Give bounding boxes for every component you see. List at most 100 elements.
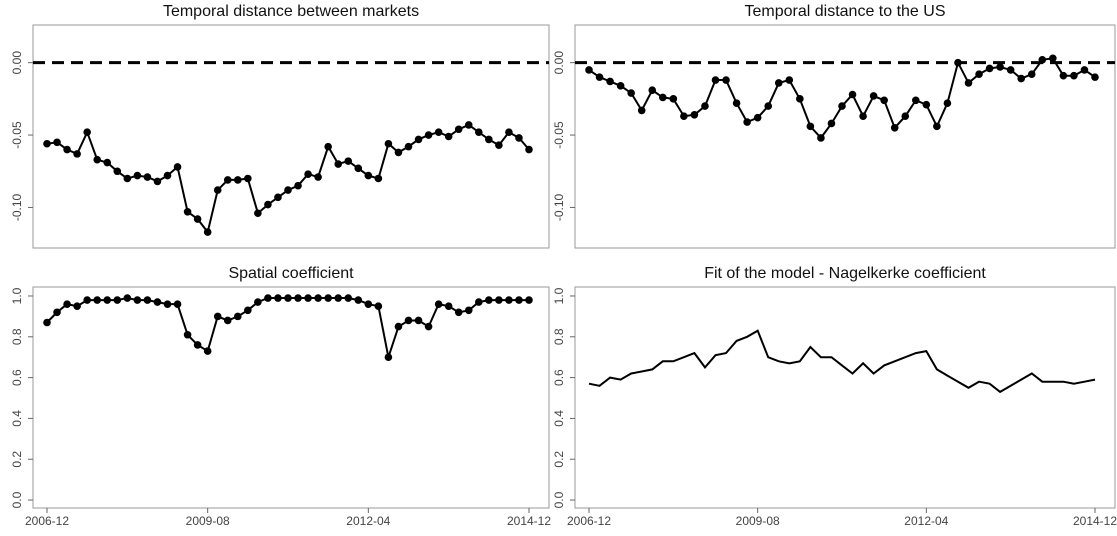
y-tick-label: -0.10 [552, 193, 566, 221]
point [193, 215, 202, 223]
point [223, 176, 232, 184]
point [474, 128, 483, 136]
point [193, 341, 202, 349]
point [213, 186, 222, 194]
point [233, 176, 242, 184]
point [658, 93, 667, 102]
point [933, 122, 941, 131]
point [103, 296, 112, 304]
point [464, 306, 473, 315]
y-tick-label: 0.6 [552, 369, 566, 386]
y-tick-label: 1.0 [10, 287, 24, 304]
y-tick-label: 0.8 [552, 328, 566, 345]
point [848, 90, 857, 99]
point [454, 308, 463, 317]
point [637, 106, 646, 115]
point [525, 296, 533, 304]
point [364, 171, 373, 180]
point [505, 296, 513, 304]
point [143, 296, 152, 304]
point [173, 163, 182, 171]
point [264, 294, 272, 302]
point [83, 128, 91, 136]
point [153, 298, 162, 306]
point [304, 294, 312, 302]
y-tick-label: 0.4 [10, 410, 24, 427]
point [1059, 71, 1068, 80]
point [943, 99, 952, 107]
point [975, 70, 983, 79]
x-tick-label: 2012-04 [904, 514, 948, 528]
point [83, 296, 91, 304]
point [334, 294, 343, 302]
y-tick-label: 0.0 [10, 491, 24, 508]
point [1091, 73, 1099, 81]
point [394, 148, 403, 157]
point [774, 79, 783, 87]
point [324, 294, 332, 302]
point [1006, 66, 1015, 74]
point [223, 316, 232, 325]
x-tick-label: 2009-08 [186, 514, 230, 528]
point [384, 353, 393, 361]
point [838, 102, 846, 110]
point [434, 300, 443, 308]
point [53, 138, 61, 147]
y-tick-label: -0.05 [552, 121, 566, 149]
point [454, 125, 463, 134]
point [485, 296, 493, 304]
y-tick-label: 0.8 [10, 328, 24, 345]
point [183, 330, 192, 339]
y-tick-label: 0.2 [552, 451, 566, 468]
point [163, 300, 172, 308]
x-tick-label: 2012-04 [346, 514, 390, 528]
point [1017, 74, 1026, 83]
point [701, 102, 709, 110]
point [133, 171, 142, 180]
point [495, 141, 503, 149]
point [103, 158, 112, 167]
point [444, 132, 453, 141]
point [606, 77, 614, 86]
point [732, 99, 741, 107]
point [203, 228, 212, 236]
point [244, 306, 252, 315]
point [233, 312, 242, 321]
point [93, 155, 102, 164]
point [414, 316, 423, 325]
point [627, 89, 635, 97]
point [113, 167, 122, 176]
point [73, 302, 81, 310]
point [173, 300, 182, 308]
point [274, 294, 282, 302]
y-tick-label: 1.0 [552, 287, 566, 304]
point [690, 110, 699, 119]
point [394, 322, 403, 331]
point [63, 145, 71, 154]
point [43, 318, 51, 327]
point [244, 174, 252, 183]
y-tick-label: 0.00 [552, 51, 566, 75]
point [404, 316, 413, 325]
point [616, 82, 625, 90]
point [143, 173, 152, 181]
point [183, 207, 192, 216]
point [254, 298, 262, 306]
point [73, 150, 81, 158]
point [1070, 71, 1078, 80]
series-line [46, 296, 529, 362]
point [304, 170, 312, 178]
plot-frame [32, 24, 550, 249]
point [314, 294, 322, 302]
point [53, 308, 61, 317]
point [334, 160, 343, 168]
point [63, 300, 71, 308]
point [274, 193, 282, 202]
point [93, 296, 102, 304]
point [404, 142, 413, 151]
point [284, 186, 292, 194]
plot-frame [574, 24, 1116, 249]
point [485, 135, 493, 144]
x-tick-label: 2006-12 [567, 514, 611, 528]
panel-title: Fit of the model - Nagelkerke coefficien… [704, 265, 986, 282]
